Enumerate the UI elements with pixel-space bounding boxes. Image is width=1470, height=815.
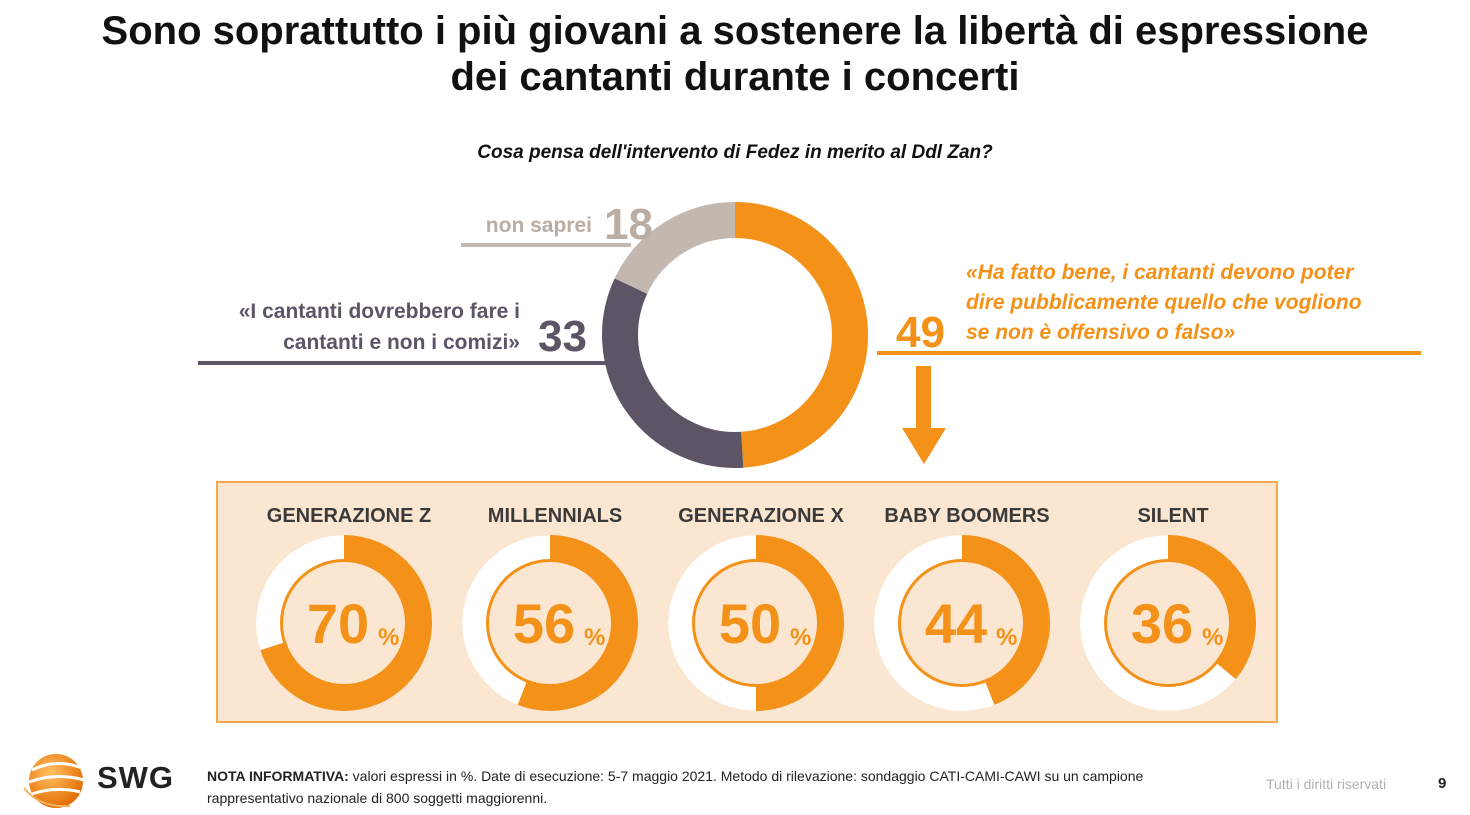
methodology-note-text: valori espressi in %. Date di esecuzione… [207,768,1144,806]
generation-ring: 44% [874,535,1050,711]
generation-label: GENERAZIONE Z [266,505,432,527]
favor-value: 49 [896,308,945,357]
generation-label: GENERAZIONE X [678,505,844,527]
generation-value: 36 [1131,592,1193,655]
generation-value: 70 [307,592,369,655]
favor-leader-line [877,351,1421,355]
favor-label-line3: se non è offensivo o falso» [966,321,1236,344]
percent-sign: % [584,624,605,651]
ring-center [1107,562,1229,684]
down-arrow-icon [902,366,946,464]
percent-sign: % [378,624,399,651]
donut-slice-favor [734,202,868,468]
generation-baby-boomers: BABY BOOMERS 44% [864,483,1070,723]
generation-label: MILLENNIALS [487,505,623,527]
percent-sign: % [1202,624,1223,651]
favor-label-line2: dire pubblicamente quello che vogliono [966,291,1362,314]
percent-sign: % [996,624,1017,651]
opposed-label-line2: cantanti e non i comizi» [283,331,520,354]
copyright-text: Tutti i diritti riservati [1266,776,1387,792]
page-title: Sono soprattutto i più giovani a sostene… [0,8,1470,100]
survey-question: Cosa pensa dell'intervento di Fedez in m… [477,142,993,163]
unsure-label: non saprei [485,214,592,237]
ring-center [901,562,1023,684]
unsure-value: 18 [604,200,653,249]
generation-ring: 50% [668,535,844,711]
page-title-line1: Sono soprattutto i più giovani a sostene… [101,9,1369,53]
generation-ring: 56% [462,535,638,711]
generation-label: SILENT [1137,505,1209,527]
generation-millennials: MILLENNIALS 56% [452,483,658,723]
generation-ring: 70% [256,535,432,711]
percent-sign: % [790,624,811,651]
ring-center [695,562,817,684]
methodology-note: NOTA INFORMATIVA: valori espressi in %. … [207,765,1167,809]
ring-center [283,562,405,684]
opposed-value: 33 [538,312,587,361]
opposed-leader-line [198,361,612,365]
generation-generazione-x: GENERAZIONE X 50% [658,483,864,723]
generation-ring: 36% [1080,535,1256,711]
page-number: 9 [1438,775,1447,792]
generations-panel: GENERAZIONE Z 70% MILLENNIALS 56% GENERAZION… [216,481,1278,723]
unsure-leader-line [461,243,631,247]
page-title-line2: dei cantanti durante i concerti [450,55,1020,99]
donut-slice-unsure [614,202,736,295]
swg-logo-icon [23,754,85,808]
methodology-note-label: NOTA INFORMATIVA: [207,768,349,784]
favor-label-line1: «Ha fatto bene, i cantanti devono poter [966,261,1354,284]
generation-value: 56 [513,592,575,655]
generation-generazione-z: GENERAZIONE Z 70% [246,483,452,723]
opposed-label: «I cantanti dovrebbero fare i cantanti e… [196,296,520,358]
generation-label: BABY BOOMERS [884,505,1050,527]
favor-label: «Ha fatto bene, i cantanti devono poter … [966,258,1426,348]
generation-value: 44 [925,592,987,655]
generation-silent: SILENT 36% [1070,483,1276,723]
swg-logo-text: SWG [97,760,175,795]
donut-slice-opposed [602,278,744,468]
generation-value: 50 [719,592,781,655]
opposed-label-line1: «I cantanti dovrebbero fare i [238,300,520,323]
ring-center [489,562,611,684]
